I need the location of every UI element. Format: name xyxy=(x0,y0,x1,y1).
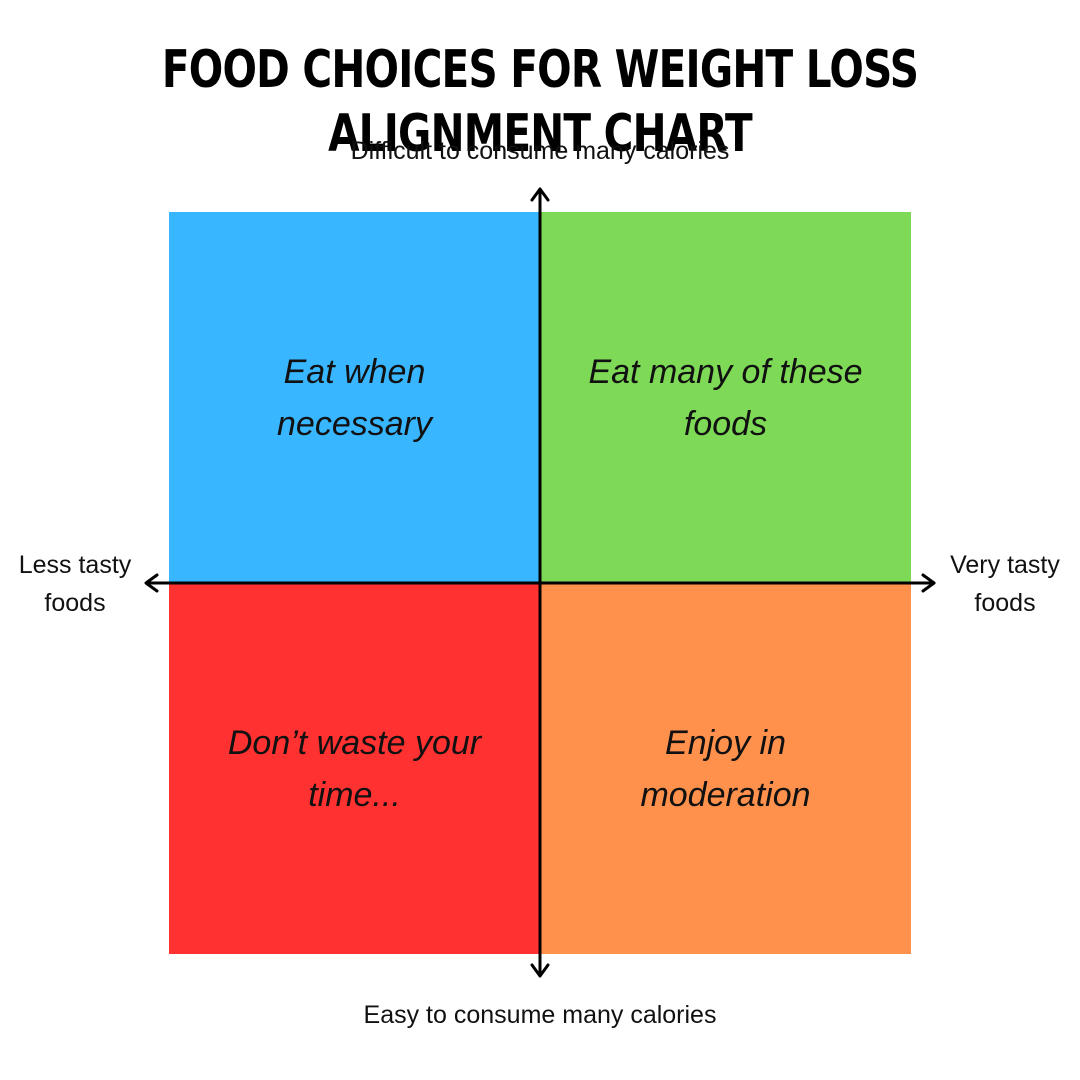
arrow-up-icon xyxy=(530,187,550,202)
left-axis-label: Less tasty foods xyxy=(0,546,150,622)
chart-title: FOOD CHOICES FOR WEIGHT LOSS ALIGNMENT C… xyxy=(161,40,919,164)
arrow-down-icon xyxy=(530,963,550,978)
quadrant-bottom-right: Enjoy in moderation xyxy=(540,583,911,954)
quadrant-bottom-left-text: Don’t waste your time... xyxy=(227,723,482,814)
bottom-axis-label: Easy to consume many calories xyxy=(363,1001,717,1029)
quadrant-top-left: Eat when necessary xyxy=(169,212,540,583)
left-axis-label-line1: Less tasty xyxy=(18,551,132,579)
right-axis-label-line2: foods xyxy=(974,589,1036,617)
left-axis-label-line2: foods xyxy=(44,589,106,617)
top-axis-label: Difficult to consume many calories xyxy=(350,137,730,165)
right-axis-label-line1: Very tasty xyxy=(950,551,1060,579)
quadrant-bottom-right-text: Enjoy in moderation xyxy=(640,723,811,814)
quadrant-bottom-left: Don’t waste your time... xyxy=(169,583,540,954)
quadrant-top-right-text: Eat many of these foods xyxy=(588,352,863,443)
right-axis-label: Very tasty foods xyxy=(930,546,1080,622)
quadrant-top-left-text: Eat when necessary xyxy=(277,352,432,443)
quadrant-top-right: Eat many of these foods xyxy=(540,212,911,583)
